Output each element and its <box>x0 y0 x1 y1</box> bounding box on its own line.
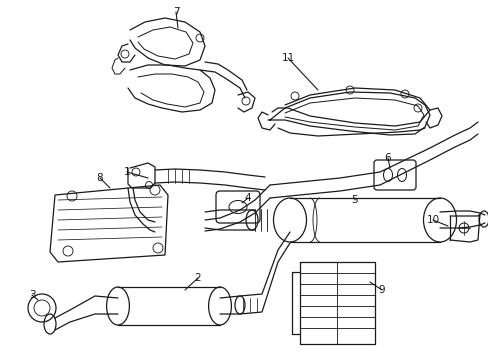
Text: 6: 6 <box>384 153 390 163</box>
Text: 8: 8 <box>97 173 103 183</box>
Text: 4: 4 <box>244 193 251 203</box>
Text: 2: 2 <box>194 273 201 283</box>
Text: 11: 11 <box>281 53 294 63</box>
Text: 3: 3 <box>29 290 35 300</box>
Text: 9: 9 <box>378 285 385 295</box>
Text: 1: 1 <box>123 167 130 177</box>
Text: 10: 10 <box>426 215 439 225</box>
Text: 7: 7 <box>172 7 179 17</box>
Text: 5: 5 <box>351 195 358 205</box>
